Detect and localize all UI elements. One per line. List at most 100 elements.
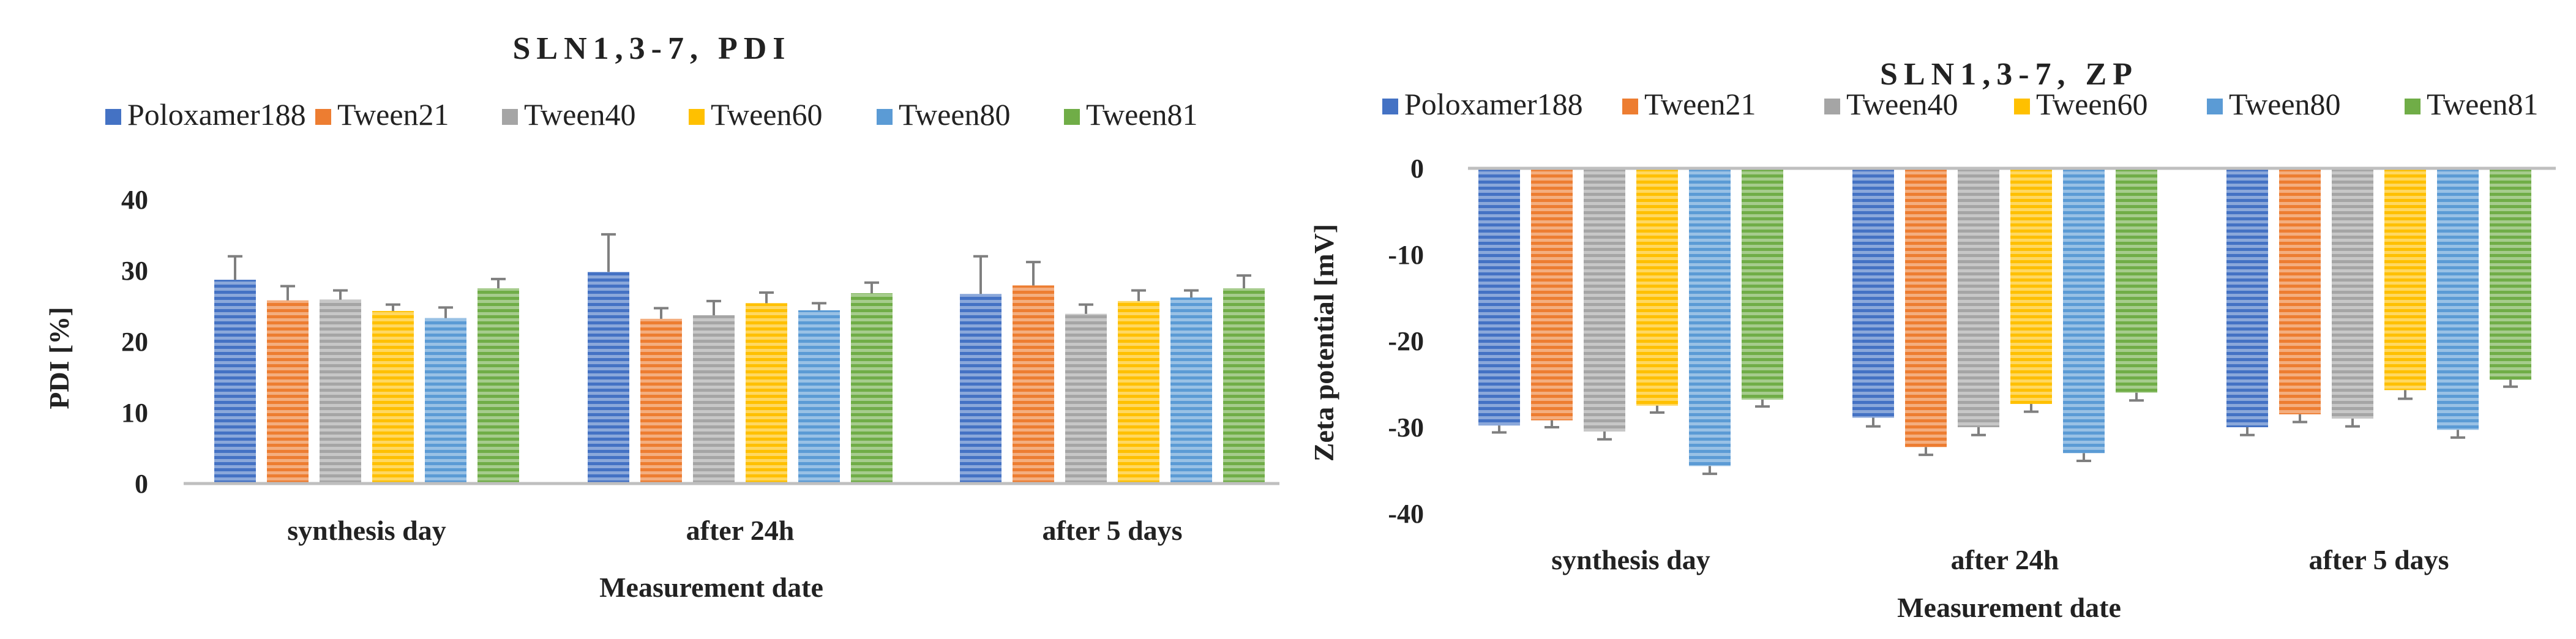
bar-tween80-after-24h-stripes bbox=[798, 310, 840, 484]
zp-y-ticks: 0 -10 -20 -30 -40 bbox=[1388, 154, 1424, 529]
legend-swatch-tween21 bbox=[1622, 99, 1638, 114]
error-bar-tween60-synthesis-day bbox=[1650, 405, 1664, 414]
pdi-bars bbox=[214, 272, 1265, 484]
zp-chart-title: SLN1,3-7, ZP bbox=[1880, 57, 2138, 92]
bar-tween81-after-5-days-stripes bbox=[2490, 168, 2531, 380]
error-bar-tween81-synthesis-day bbox=[1755, 399, 1770, 408]
bar-poloxamer188-synthesis-day-stripes bbox=[214, 280, 256, 484]
error-bar-poloxamer188-after-5-days bbox=[2240, 427, 2255, 436]
y-tick-label: -10 bbox=[1388, 240, 1424, 270]
bar-poloxamer188-after-24h-stripes bbox=[1852, 168, 1894, 418]
category-label-synthesis-day: synthesis day bbox=[287, 515, 446, 546]
error-bar-poloxamer188-synthesis-day bbox=[228, 255, 242, 280]
bar-tween40-synthesis-day-stripes bbox=[1584, 168, 1625, 432]
legend-label-tween80: Tween80 bbox=[899, 97, 1011, 132]
bar-tween81-after-5-days-stripes bbox=[1223, 288, 1265, 484]
error-bar-poloxamer188-after-24h bbox=[1866, 417, 1881, 428]
y-tick-label: 30 bbox=[121, 256, 148, 286]
error-bar-tween60-after-5-days bbox=[1131, 289, 1146, 301]
bar-tween40-after-5-days-stripes bbox=[1065, 313, 1107, 484]
legend-label-poloxamer188: Poloxamer188 bbox=[127, 97, 306, 132]
error-bar-tween21-synthesis-day bbox=[1544, 420, 1559, 428]
error-bar-tween80-after-5-days bbox=[2451, 430, 2465, 439]
error-bar-tween21-after-5-days bbox=[2293, 414, 2307, 424]
bar-tween40-after-24h-stripes bbox=[1958, 168, 1999, 427]
pdi-chart: SLN1,3-7, PDI Poloxamer188 Tween21 Tween40… bbox=[43, 31, 1279, 603]
error-bar-poloxamer188-after-5-days bbox=[973, 255, 988, 294]
bar-tween21-after-5-days-stripes bbox=[1013, 285, 1054, 484]
pdi-y-ticks: 0 10 20 30 40 bbox=[121, 185, 148, 499]
error-bar-tween60-after-24h bbox=[759, 291, 774, 304]
category-label-synthesis-day: synthesis day bbox=[1551, 544, 1710, 575]
bar-tween81-after-24h-stripes bbox=[851, 293, 893, 484]
error-bar-tween21-after-24h bbox=[1919, 447, 1933, 457]
pdi-x-axis-label: Measurement date bbox=[599, 572, 823, 603]
zp-error-bars bbox=[1492, 379, 2518, 476]
bar-tween81-synthesis-day-stripes bbox=[477, 288, 519, 484]
bar-poloxamer188-after-24h-stripes bbox=[588, 272, 629, 484]
pdi-y-axis-label: PDI [%] bbox=[43, 307, 75, 409]
error-bar-tween40-after-5-days bbox=[2345, 418, 2360, 428]
y-tick-label: 0 bbox=[1410, 154, 1424, 184]
zp-x-axis-label: Measurement date bbox=[1897, 592, 2121, 623]
legend-swatch-tween40 bbox=[1824, 99, 1840, 114]
legend-swatch-tween21 bbox=[315, 109, 331, 125]
y-tick-label: 20 bbox=[121, 327, 148, 357]
error-bar-tween40-after-24h bbox=[1971, 427, 1986, 436]
error-bar-tween60-after-24h bbox=[2024, 403, 2039, 413]
error-bar-tween81-after-24h bbox=[864, 281, 879, 294]
legend-swatch-tween60 bbox=[689, 109, 705, 125]
y-tick-label: 0 bbox=[135, 469, 148, 499]
y-tick-label: -20 bbox=[1388, 326, 1424, 356]
zp-chart: SLN1,3-7, ZP Poloxamer188 Tween21 Tween40 T… bbox=[1308, 57, 2556, 623]
bar-tween21-after-5-days-stripes bbox=[2279, 168, 2321, 414]
bar-tween60-synthesis-day-stripes bbox=[372, 311, 414, 484]
category-label-after-5-days: after 5 days bbox=[2308, 544, 2449, 575]
error-bar-tween21-after-5-days bbox=[1026, 261, 1041, 286]
legend-swatch-poloxamer188 bbox=[105, 109, 121, 125]
error-bar-tween21-after-24h bbox=[654, 307, 668, 319]
legend-label-tween21: Tween21 bbox=[1644, 87, 1756, 121]
bar-tween60-after-24h-stripes bbox=[2010, 168, 2052, 404]
error-bar-tween21-synthesis-day bbox=[280, 285, 295, 301]
pdi-legend: Poloxamer188 Tween21 Tween40 Tween60 Tween80… bbox=[105, 97, 1198, 132]
bar-tween60-after-24h-stripes bbox=[746, 303, 787, 484]
legend-label-poloxamer188: Poloxamer188 bbox=[1404, 87, 1583, 121]
y-tick-label: 40 bbox=[121, 185, 148, 215]
zp-legend: Poloxamer188 Tween21 Tween40 Tween60 Tween80… bbox=[1382, 87, 2539, 121]
error-bar-tween81-after-24h bbox=[2129, 392, 2144, 402]
legend-label-tween40: Tween40 bbox=[1846, 87, 1958, 121]
error-bar-tween40-after-24h bbox=[706, 299, 721, 316]
legend-label-tween80: Tween80 bbox=[2229, 87, 2341, 121]
error-bar-tween60-synthesis-day bbox=[386, 303, 400, 312]
error-bar-tween60-after-5-days bbox=[2398, 390, 2413, 400]
bar-tween40-synthesis-day-stripes bbox=[320, 299, 361, 484]
pdi-chart-title: SLN1,3-7, PDI bbox=[512, 31, 791, 66]
error-bar-tween81-synthesis-day bbox=[491, 277, 506, 288]
legend-swatch-tween81 bbox=[1064, 109, 1080, 125]
error-bar-tween40-synthesis-day bbox=[333, 289, 348, 300]
legend-label-tween40: Tween40 bbox=[524, 97, 636, 132]
error-bar-tween80-after-24h bbox=[812, 302, 826, 310]
bar-tween81-synthesis-day-stripes bbox=[1742, 168, 1783, 400]
bar-tween60-after-5-days-stripes bbox=[1118, 301, 1159, 484]
bar-tween21-synthesis-day-stripes bbox=[1531, 168, 1573, 420]
y-tick-label: -30 bbox=[1388, 413, 1424, 443]
category-label-after-5-days: after 5 days bbox=[1042, 515, 1182, 546]
bar-tween80-synthesis-day-stripes bbox=[1689, 168, 1731, 466]
y-tick-label: -40 bbox=[1388, 499, 1424, 529]
legend-label-tween81: Tween81 bbox=[1086, 97, 1198, 132]
error-bar-tween80-synthesis-day bbox=[438, 306, 453, 318]
legend-swatch-tween60 bbox=[2014, 99, 2030, 114]
legend-label-tween60: Tween60 bbox=[711, 97, 823, 132]
legend-swatch-tween80 bbox=[877, 109, 893, 125]
category-label-after-24h: after 24h bbox=[1951, 544, 2059, 575]
bar-tween81-after-24h-stripes bbox=[2116, 168, 2157, 393]
bar-poloxamer188-after-5-days-stripes bbox=[2226, 168, 2268, 427]
error-bar-tween81-after-5-days bbox=[1237, 274, 1251, 288]
bar-tween60-synthesis-day-stripes bbox=[1636, 168, 1678, 406]
bar-poloxamer188-synthesis-day-stripes bbox=[1478, 168, 1520, 426]
error-bar-poloxamer188-after-24h bbox=[601, 233, 616, 272]
bar-tween21-after-24h-stripes bbox=[640, 318, 682, 484]
